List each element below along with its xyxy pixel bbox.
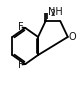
Text: NH: NH — [48, 7, 63, 17]
Text: F: F — [18, 22, 23, 32]
Text: 2: 2 — [50, 9, 55, 18]
Text: F: F — [18, 60, 23, 70]
Text: O: O — [68, 32, 76, 42]
